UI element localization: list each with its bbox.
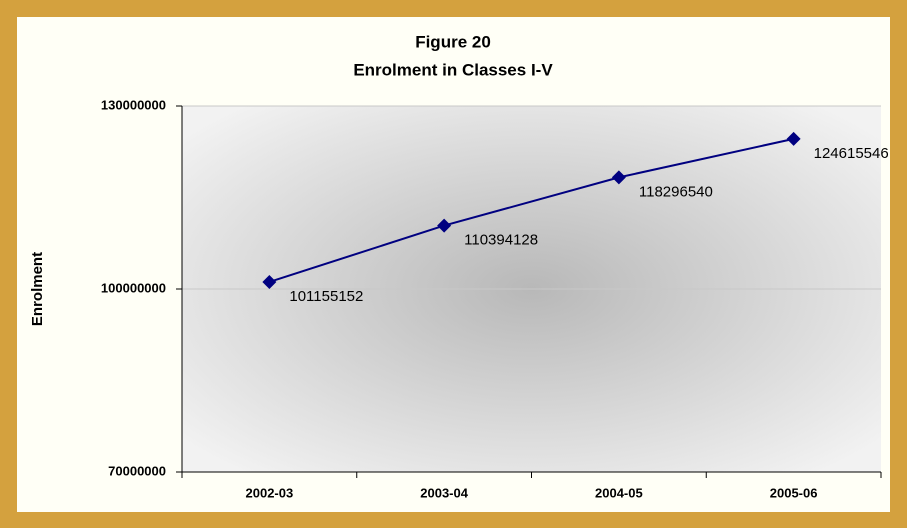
x-tick-label: 2005-06 bbox=[770, 485, 818, 500]
point-marker bbox=[786, 131, 801, 146]
y-tick-label: 130000000 bbox=[101, 97, 166, 112]
point-marker bbox=[611, 170, 626, 185]
series-line bbox=[269, 137, 794, 283]
data-label: 101155152 bbox=[289, 288, 363, 305]
x-tick-label: 2003-04 bbox=[420, 485, 468, 500]
chart-subtitle: Enrolment in Classes I-V bbox=[353, 60, 553, 79]
x-tick-label: 2004-05 bbox=[595, 485, 643, 500]
y-tick-label: 100000000 bbox=[101, 280, 166, 295]
point-marker bbox=[437, 218, 452, 233]
point-marker bbox=[262, 274, 277, 289]
data-label: 110394128 bbox=[464, 232, 538, 249]
data-label: 118296540 bbox=[639, 183, 713, 200]
chart-title: Figure 20 bbox=[415, 32, 491, 51]
x-tick-label: 2002-03 bbox=[246, 485, 294, 500]
data-label: 124615546 bbox=[814, 145, 889, 162]
y-axis-label: Enrolment bbox=[29, 252, 46, 326]
y-tick-label: 70000000 bbox=[108, 463, 166, 478]
